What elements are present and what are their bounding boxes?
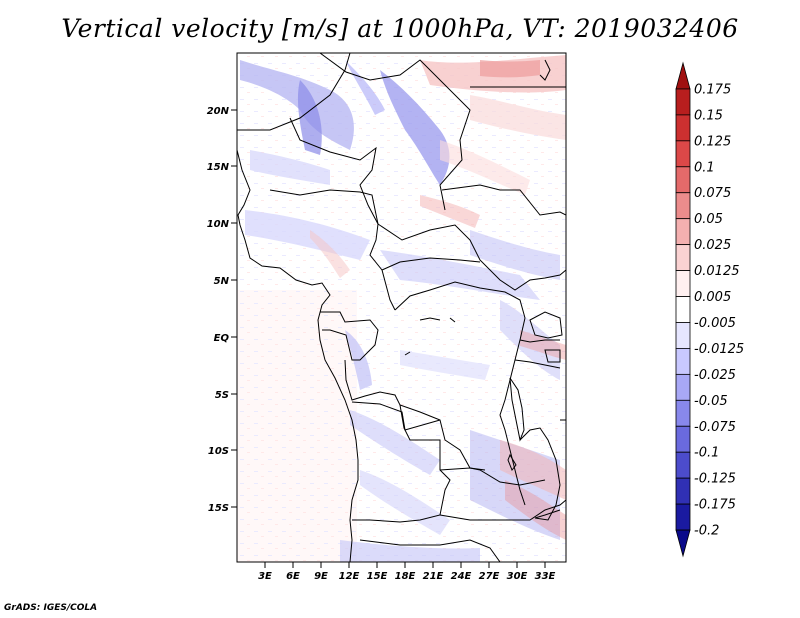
lon-tick-label: 12E (339, 571, 360, 582)
map-panel (236, 52, 567, 563)
lon-axis: 3E 6E 9E 12E 15E 18E 21E 24E 27E 30E 33E (258, 562, 556, 582)
colorbar-swatch (675, 244, 691, 271)
colorbar-swatch (675, 477, 691, 505)
colorbar-label: -0.005 (694, 316, 736, 331)
colorbar-label: -0.025 (694, 368, 736, 383)
map-frame (236, 52, 567, 563)
colorbar-label: -0.1 (694, 446, 719, 461)
footer-credit: GrADS: IGES/COLA (4, 603, 98, 613)
lat-axis: 20N 15N 10N 5N EQ 5S 10S 15S (207, 106, 237, 514)
plot-title: Vertical velocity [m/s] at 1000hPa, VT: … (61, 14, 739, 43)
lon-tick-label: 24E (451, 571, 472, 582)
colorbar-swatch (675, 270, 691, 297)
colorbar-label: -0.075 (694, 420, 736, 435)
colorbar-swatch (675, 296, 691, 323)
colorbar-swatch (675, 373, 691, 401)
colorbar-swatch (675, 218, 691, 246)
colorbar-swatch (675, 166, 691, 194)
colorbar-swatch (675, 192, 691, 220)
colorbar-swatch (675, 529, 691, 558)
colorbar-label: 0.025 (694, 238, 731, 253)
colorbar-swatch (675, 399, 691, 427)
colorbar-label: -0.0125 (694, 342, 744, 357)
colorbar-swatch (675, 503, 691, 531)
colorbar-swatch (675, 114, 691, 142)
colorbar-swatch (675, 88, 691, 116)
lon-tick-label: 9E (314, 571, 328, 582)
colorbar-label: 0.15 (694, 108, 723, 123)
colorbar-label: 0.1 (694, 160, 715, 175)
lon-tick-label: 21E (423, 571, 444, 582)
colorbar-label: -0.175 (694, 498, 736, 513)
colorbar-label: 0.0125 (694, 264, 740, 279)
colorbar-label: -0.125 (694, 472, 736, 487)
lat-tick-label: EQ (214, 333, 230, 344)
colorbar: 0.175 0.15 0.125 0.1 0.075 0.05 0.025 0.0125 0.0… (675, 61, 744, 558)
colorbar-label: 0.005 (694, 290, 731, 305)
colorbar-swatch (675, 61, 691, 90)
lat-tick-label: 15S (208, 503, 229, 514)
colorbar-label: -0.05 (694, 394, 728, 409)
lon-tick-label: 33E (535, 571, 556, 582)
colorbar-swatch (675, 322, 691, 349)
colorbar-label: 0.075 (694, 186, 731, 201)
lon-tick-label: 30E (507, 571, 528, 582)
colorbar-label: 0.125 (694, 134, 731, 149)
lon-tick-label: 15E (367, 571, 388, 582)
colorbar-label: -0.2 (694, 524, 719, 539)
lat-tick-label: 5N (214, 276, 230, 287)
lon-tick-label: 6E (286, 571, 300, 582)
lon-tick-label: 3E (258, 571, 272, 582)
colorbar-swatch (675, 451, 691, 479)
colorbar-swatch (675, 425, 691, 453)
lon-tick-label: 18E (395, 571, 416, 582)
colorbar-label: 0.175 (694, 82, 731, 97)
velocity-field (237, 53, 566, 562)
colorbar-label: 0.05 (694, 212, 723, 227)
lon-tick-label: 27E (479, 571, 500, 582)
colorbar-swatch (675, 140, 691, 168)
lat-tick-label: 10N (207, 219, 230, 230)
colorbar-swatch (675, 348, 691, 375)
lat-tick-label: 20N (207, 106, 230, 117)
lat-tick-label: 5S (215, 390, 229, 401)
country-borders (237, 53, 566, 562)
lat-tick-label: 10S (208, 446, 229, 457)
lat-tick-label: 15N (207, 162, 230, 173)
